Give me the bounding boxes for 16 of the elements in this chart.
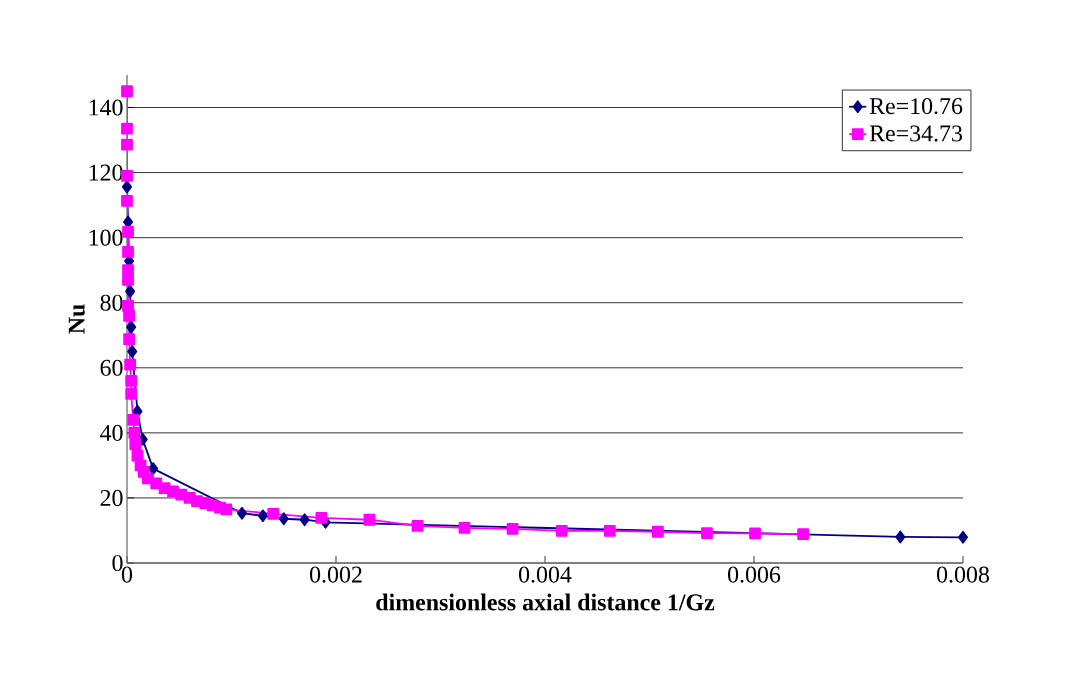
x-axis-title: dimensionless axial distance 1/Gz [376, 593, 715, 611]
y-axis-title: Nu [68, 304, 85, 334]
y-tick-label: 60 [100, 359, 123, 376]
y-tick-label: 140 [89, 99, 123, 116]
y-tick-label: 80 [100, 294, 123, 311]
y-tick-label: 40 [100, 424, 123, 441]
x-tick-label: 0.006 [728, 566, 781, 583]
x-tick-label: 0.002 [310, 566, 362, 583]
legend-label: Re=10.76 [869, 98, 963, 115]
legend-label: Re=34.73 [869, 125, 963, 142]
y-tick-label: 120 [89, 164, 123, 181]
x-tick-label: 0.004 [519, 566, 572, 583]
y-tick-label: 20 [100, 489, 123, 506]
y-tick-label: 0 [112, 554, 123, 572]
x-tick-label: 0.008 [937, 566, 989, 583]
y-tick-label: 100 [89, 229, 123, 246]
